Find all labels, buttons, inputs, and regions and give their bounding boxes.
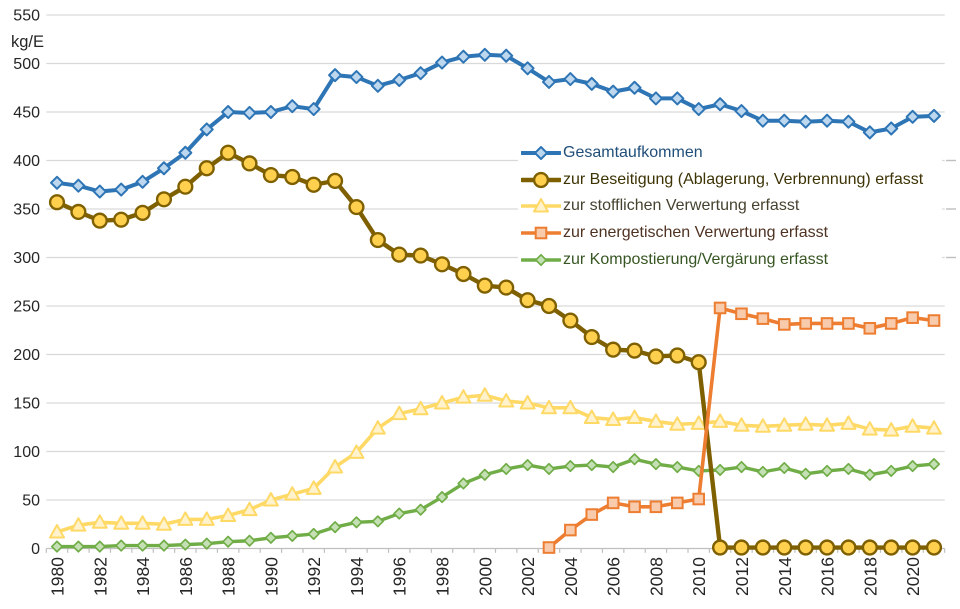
x-tick-label: 2004 [561, 557, 581, 596]
y-tick-label: 550 [13, 8, 40, 25]
x-tick-label: 2002 [518, 557, 538, 596]
series-energetische-verwertung [542, 301, 941, 554]
y-axis-tick-labels: 0 50 100 150 200 250 300 350 400 450 500 550 [13, 8, 40, 559]
x-axis-tick-labels: 1980 1982 1984 1986 1988 1990 1992 1994 1996 1998… [48, 557, 924, 596]
legend-marker-gesamtaufkommen [521, 146, 561, 161]
legend-item-kompostierung-vergaerung: zur Kompostierung/Vergärung erfasst [518, 246, 942, 273]
x-tick-label: 1996 [390, 557, 410, 596]
series-stoffliche-verwertung [49, 387, 942, 539]
y-tick-label: 0 [31, 541, 40, 558]
series-markers-kompostierung-vergaerung [50, 453, 941, 553]
legend-marker-kompostierung-vergaerung [521, 253, 561, 266]
series-markers-gesamtaufkommen [50, 47, 941, 199]
legend-item-gesamtaufkommen: Gesamtaufkommen [518, 140, 942, 167]
gridlines [46, 14, 945, 501]
y-tick-label: 350 [13, 202, 40, 219]
legend-marker-stoffliche-verwertung [521, 198, 561, 213]
series-markers-beseitigung [48, 144, 943, 556]
x-tick-label: 1980 [48, 557, 68, 596]
x-tick-label: 2006 [604, 557, 624, 596]
series-line-stoffliche-verwertung [55, 393, 936, 534]
legend-marker-energetische-verwertung [521, 226, 561, 240]
series-gesamtaufkommen [50, 47, 941, 199]
series-kompostierung-vergaerung [50, 453, 941, 553]
x-tick-label: 2000 [475, 557, 495, 596]
y-tick-label: 300 [13, 250, 40, 267]
legend-label-gesamtaufkommen: Gesamtaufkommen [563, 144, 703, 162]
series-markers-energetische-verwertung [542, 301, 941, 554]
x-tick-label: 1988 [219, 557, 239, 596]
x-tick-label: 1990 [261, 557, 281, 596]
x-tick-label: 1986 [176, 557, 196, 596]
x-tick-label: 2008 [646, 557, 666, 596]
x-tick-label: 2018 [860, 557, 880, 596]
y-axis-unit-label: kg/E [11, 33, 45, 51]
x-tick-label: 2014 [775, 557, 795, 596]
right-edge-tick-marks [946, 159, 956, 259]
y-tick-label: 50 [22, 493, 40, 510]
y-tick-label: 100 [13, 444, 40, 461]
legend-label-stoffliche-verwertung: zur stofflichen Verwertung erfasst [563, 197, 800, 215]
legend: Gesamtaufkommen zur Beseitigung (Ablageru… [518, 140, 942, 276]
y-tick-label: 500 [13, 56, 40, 73]
x-tick-label: 2020 [903, 557, 923, 596]
x-tick-label: 1994 [347, 557, 367, 596]
legend-label-energetische-verwertung: zur energetischen Verwertung erfasst [563, 224, 829, 242]
legend-item-energetische-verwertung: zur energetischen Verwertung erfasst [518, 220, 942, 247]
legend-label-kompostierung-vergaerung: zur Kompostierung/Vergärung erfasst [563, 250, 829, 268]
legend-item-beseitigung: zur Beseitigung (Ablagerung, Verbrennung… [518, 167, 942, 194]
legend-item-stoffliche-verwertung: zur stofflichen Verwertung erfasst [518, 193, 942, 220]
y-tick-label: 250 [13, 299, 40, 316]
series-beseitigung [48, 144, 943, 556]
x-tick-label: 1984 [133, 557, 153, 596]
y-tick-label: 200 [13, 347, 40, 364]
x-tick-label: 1998 [433, 557, 453, 596]
x-tick-label: 2016 [818, 557, 838, 596]
y-tick-label: 150 [13, 396, 40, 413]
x-tick-label: 2012 [732, 557, 752, 596]
x-tick-label: 2010 [689, 557, 709, 596]
legend-marker-beseitigung [521, 171, 561, 188]
legend-label-beseitigung: zur Beseitigung (Ablagerung, Verbrennung… [563, 170, 924, 188]
series-markers-stoffliche-verwertung [49, 387, 942, 539]
y-tick-label: 450 [13, 105, 40, 122]
x-tick-label: 1992 [304, 557, 324, 596]
x-tick-label: 1982 [90, 557, 110, 596]
y-tick-label: 400 [13, 153, 40, 170]
